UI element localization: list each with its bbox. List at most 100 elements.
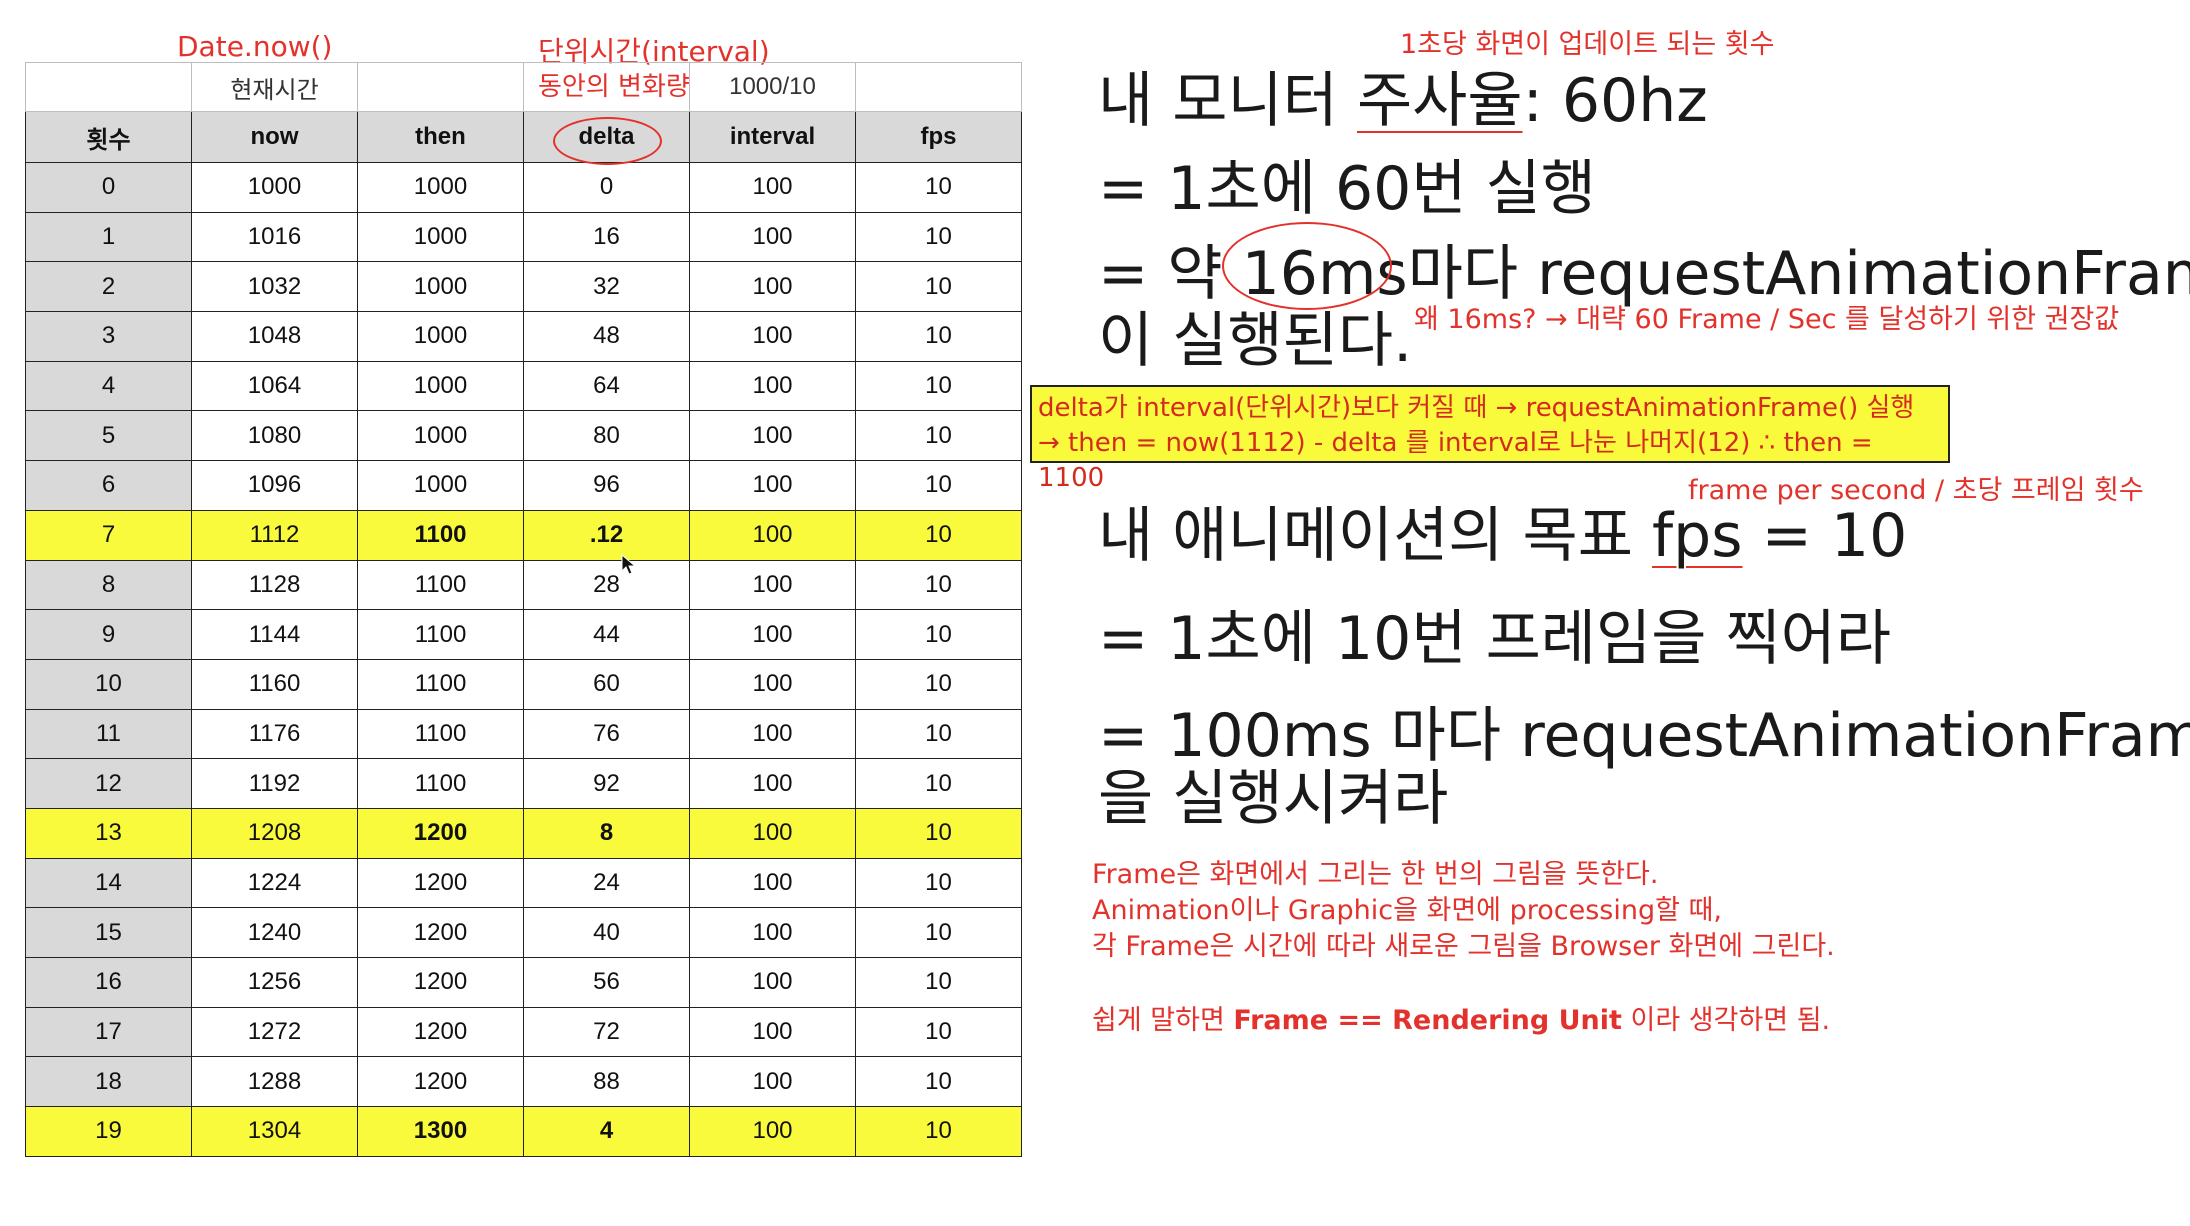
table-cell: 10 (855, 609, 1022, 660)
table-cell: 1144 (191, 609, 358, 660)
table-cell: 1200 (357, 807, 524, 859)
frame-explanation: Frame은 화면에서 그리는 한 번의 그림을 뜻한다. Animation이… (1092, 857, 1835, 1039)
table-cell: 1000 (357, 410, 524, 462)
table-cell: 10 (855, 807, 1022, 859)
table-cell: 10 (855, 957, 1022, 1008)
table-cell: 100 (689, 311, 856, 362)
row-index-cell: 11 (25, 708, 192, 760)
row-index-cell: 16 (25, 957, 192, 1008)
table-row: 6 1096 1000 96 100 10 (25, 460, 1022, 511)
goal-suffix: = 10 (1742, 501, 1908, 571)
table-cell: 1000 (357, 360, 524, 412)
table-cell: 1016 (191, 211, 358, 263)
table-row: 15 1240 1200 40 100 10 (25, 907, 1022, 958)
table-cell: 100 (689, 360, 856, 412)
table-row: 4 1064 1000 64 100 10 (25, 360, 1022, 412)
line-executed: 이 실행된다. (1098, 306, 1413, 376)
table-cell: 96 (523, 460, 690, 511)
table-cell: 1064 (191, 360, 358, 412)
date-now-label: Date.now() (177, 30, 333, 63)
table-cell: 60 (523, 658, 690, 710)
row-index-cell: 19 (25, 1106, 192, 1157)
table-cell: 100 (689, 1056, 856, 1108)
row-index-cell: 15 (25, 907, 192, 958)
top-cell: 현재시간 (191, 62, 358, 112)
row-index-cell: 2 (25, 261, 192, 313)
table-row: 3 1048 1000 48 100 10 (25, 311, 1022, 362)
table-cell: 10 (855, 708, 1022, 760)
table-cell: 1200 (357, 1056, 524, 1108)
fps-note: frame per second / 초당 프레임 횟수 (1688, 475, 2144, 506)
top-cell: 1000/10 (689, 62, 856, 112)
16ms-circle (1222, 222, 1392, 310)
top-cell (523, 62, 690, 112)
line-1sec-10: = 1초에 10번 프레임을 찍어라 (1098, 604, 1892, 674)
goal-line: 내 애니메이션의 목표 fps = 10 (1098, 487, 1907, 574)
table-cell: 100 (689, 658, 856, 710)
table-cell: 16 (523, 211, 690, 263)
table-cell: 28 (523, 559, 690, 611)
table-cell: 10 (855, 162, 1022, 213)
table-row: 12 1192 1100 92 100 10 (25, 758, 1022, 809)
table-cell: 1240 (191, 907, 358, 958)
row-index-cell: 10 (25, 658, 192, 710)
table-cell: 1200 (357, 1006, 524, 1058)
row-index-cell: 4 (25, 360, 192, 412)
table-row: 13 1208 1200 8 100 10 (25, 807, 1022, 859)
table-cell: 10 (855, 1106, 1022, 1157)
table-cell: 100 (689, 559, 856, 611)
row-index-cell: 7 (25, 509, 192, 561)
table-cell: .12 (523, 509, 690, 561)
expl-4-suffix: 이라 생각하면 됨. (1630, 1005, 1831, 1036)
table-cell: 100 (689, 1006, 856, 1058)
table-cell: 1288 (191, 1056, 358, 1108)
row-index-cell: 18 (25, 1056, 192, 1108)
table-cell: 10 (855, 1056, 1022, 1108)
box-line-1: delta가 interval(단위시간)보다 커질 때 → requestAn… (1038, 393, 1915, 423)
table-cell: 100 (689, 509, 856, 561)
then-calc-box: delta가 interval(단위시간)보다 커질 때 → requestAn… (1030, 385, 1950, 493)
table-cell: 100 (689, 460, 856, 511)
row-index-cell: 3 (25, 311, 192, 362)
table-cell: 32 (523, 261, 690, 313)
table-row: 18 1288 1200 88 100 10 (25, 1056, 1022, 1108)
table-cell: 1100 (357, 758, 524, 809)
table-cell: 1000 (357, 162, 524, 213)
header-cell: fps (855, 111, 1022, 163)
refresh-rate-note: 1초당 화면이 업데이트 되는 횟수 (1400, 29, 1775, 60)
table-cell: 1100 (357, 559, 524, 611)
table-cell: 10 (855, 460, 1022, 511)
table-cell: 10 (855, 907, 1022, 958)
table-cell: 1224 (191, 857, 358, 909)
table-cell: 1000 (357, 311, 524, 362)
table-row: 14 1224 1200 24 100 10 (25, 857, 1022, 909)
table-cell: 100 (689, 609, 856, 660)
top-cell (357, 62, 524, 112)
table-cell: 1128 (191, 559, 358, 611)
line-100ms: = 100ms 마다 requestAnimationFrame (1098, 701, 2190, 771)
table-cell: 100 (689, 211, 856, 263)
table-row: 10 1160 1100 60 100 10 (25, 658, 1022, 710)
table-cell: 1048 (191, 311, 358, 362)
table-row: 9 1144 1100 44 100 10 (25, 609, 1022, 660)
table-cell: 64 (523, 360, 690, 412)
table-row: 16 1256 1200 56 100 10 (25, 957, 1022, 1008)
table-row: 7 1112 1100.12 100 10 (25, 509, 1022, 561)
row-index-cell: 1 (25, 211, 192, 263)
table-cell: 10 (855, 360, 1022, 412)
approx-prefix: = 약 (1098, 239, 1242, 309)
table-cell: 1200 (357, 857, 524, 909)
table-cell: 92 (523, 758, 690, 809)
table-cell: 1256 (191, 957, 358, 1008)
expl-line-1: Frame은 화면에서 그리는 한 번의 그림을 뜻한다. (1092, 859, 1659, 890)
table-cell: 76 (523, 708, 690, 760)
row-index-cell: 9 (25, 609, 192, 660)
goal-prefix: 내 애니메이션의 목표 (1098, 501, 1653, 571)
table-cell: 1000 (357, 460, 524, 511)
table-row: 1 1016 1000 16 100 10 (25, 211, 1022, 263)
table-cell: 1032 (191, 261, 358, 313)
table-row: 0 1000 1000 0 100 10 (25, 162, 1022, 213)
table-row: 5 1080 1000 80 100 10 (25, 410, 1022, 462)
row-index-cell: 14 (25, 857, 192, 909)
table-cell: 1000 (357, 261, 524, 313)
